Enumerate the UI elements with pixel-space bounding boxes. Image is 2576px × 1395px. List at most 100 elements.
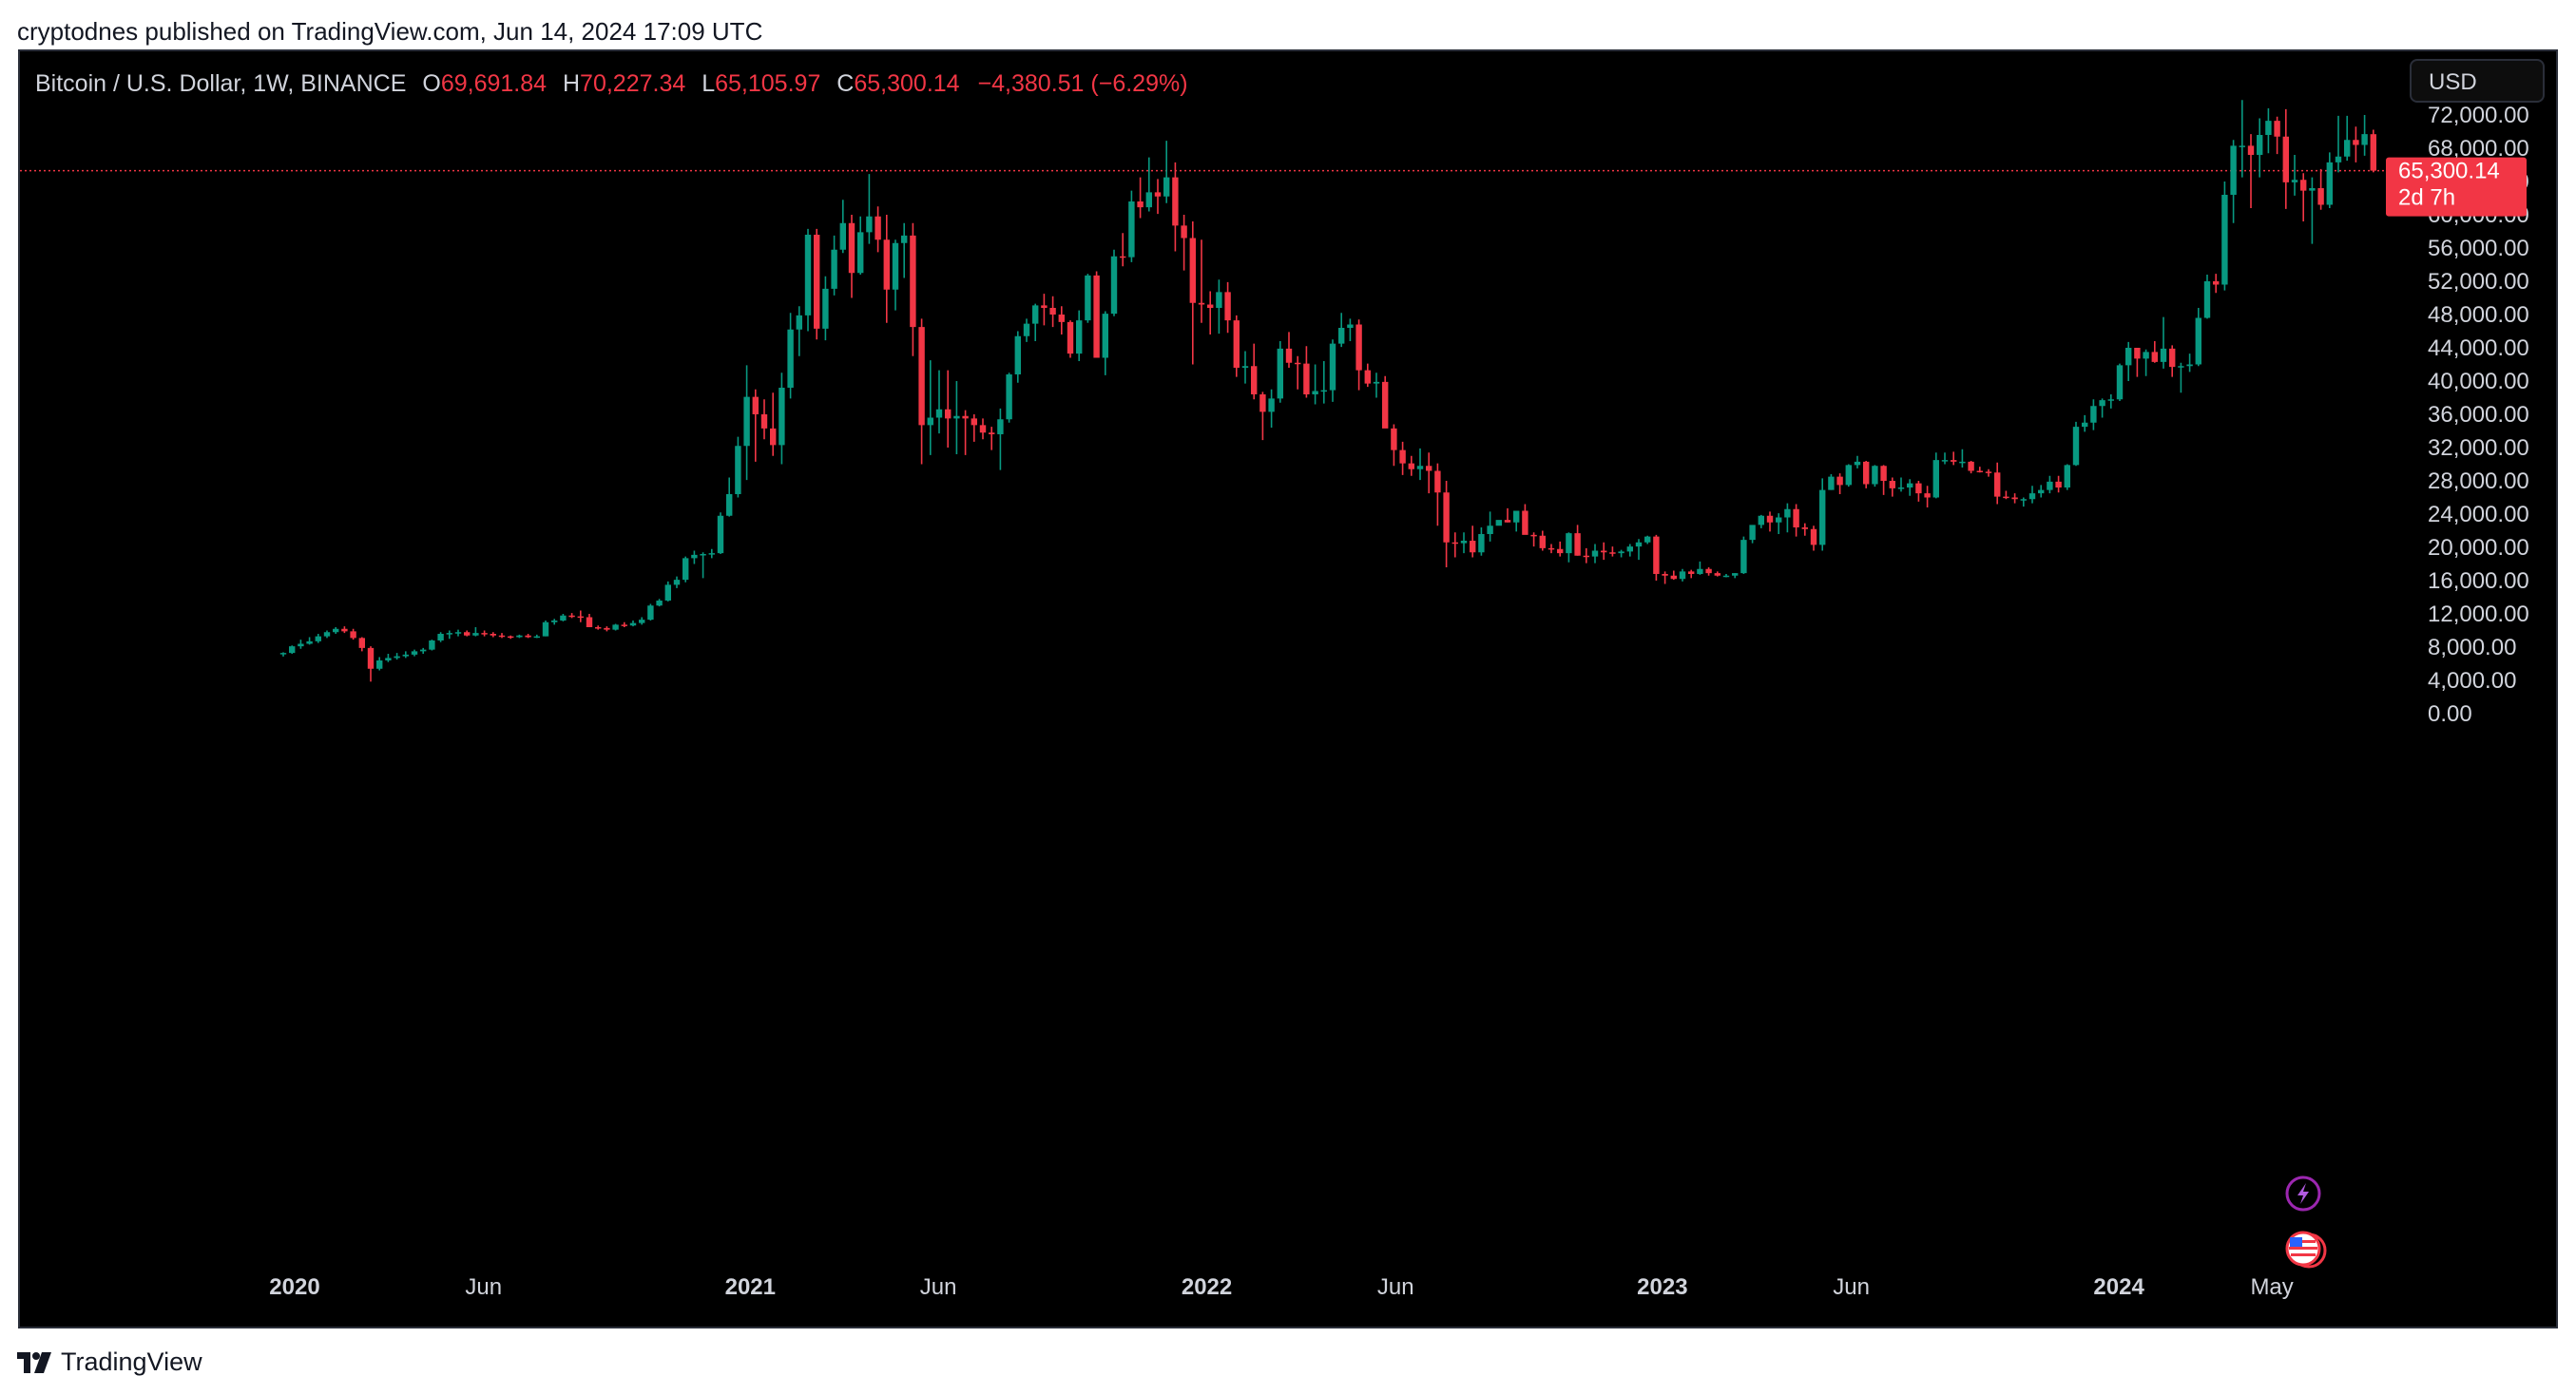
- candle: [814, 228, 820, 340]
- candle-body: [1312, 391, 1318, 394]
- candle-body: [1023, 323, 1030, 336]
- candle: [1766, 511, 1774, 532]
- candle-body: [533, 636, 540, 639]
- candle: [1172, 162, 1179, 252]
- candle-body: [1102, 314, 1108, 358]
- candle: [568, 613, 575, 619]
- candle-body: [560, 615, 567, 621]
- candle-body: [2125, 348, 2132, 366]
- candle: [647, 603, 654, 621]
- us-flag-icon[interactable]: [2285, 1231, 2327, 1269]
- candle: [1268, 389, 1275, 428]
- tradingview-logo[interactable]: TradingView: [17, 1347, 202, 1377]
- currency-button[interactable]: USD: [2410, 59, 2545, 103]
- candle: [2247, 134, 2255, 208]
- candle-body: [289, 646, 296, 654]
- candle: [979, 418, 987, 440]
- candle: [2028, 486, 2036, 504]
- candle: [1382, 375, 1389, 429]
- candle-body: [1810, 528, 1817, 545]
- y-tick-label: 16,000.00: [2428, 568, 2529, 594]
- candle-body: [1801, 527, 1808, 529]
- candle: [323, 630, 331, 639]
- candle: [1329, 339, 1336, 402]
- candle: [770, 392, 777, 456]
- candle: [621, 621, 627, 627]
- candle-body: [997, 419, 1004, 434]
- candle: [1828, 474, 1835, 490]
- candle-body: [1303, 363, 1310, 394]
- candle-body: [1093, 275, 1100, 358]
- lightning-icon[interactable]: [2285, 1175, 2321, 1212]
- candle: [1285, 332, 1293, 368]
- candle: [1679, 568, 1686, 582]
- open-label: O: [422, 70, 441, 97]
- candle: [2309, 177, 2316, 244]
- candle-body: [848, 222, 855, 274]
- candle: [1014, 331, 1021, 383]
- candle-body: [1504, 520, 1511, 523]
- candle-body: [726, 494, 733, 516]
- candle-body: [1626, 546, 1633, 552]
- candle: [2230, 140, 2237, 223]
- candle-body: [2003, 496, 2009, 499]
- candle-body: [935, 409, 943, 418]
- candle: [1251, 343, 1258, 400]
- candle-body: [1172, 177, 1179, 226]
- candle: [1058, 306, 1065, 334]
- candle-body: [2213, 281, 2220, 285]
- candle-body: [1268, 398, 1275, 412]
- candle-body: [577, 616, 584, 619]
- candle: [2178, 362, 2184, 393]
- chart-panel[interactable]: 76,000.0072,000.0068,000.0064,000.0060,0…: [18, 49, 2558, 1328]
- candle: [1085, 274, 1091, 323]
- candle: [1653, 534, 1660, 581]
- candle-body: [1478, 534, 1485, 553]
- candle-body: [2160, 348, 2167, 362]
- candle-body: [1014, 335, 1021, 374]
- high-value: 70,227.34: [580, 70, 686, 97]
- candle: [612, 623, 619, 631]
- candle-body: [1233, 320, 1240, 368]
- candle-body: [1959, 461, 1966, 464]
- candle: [796, 306, 802, 356]
- candle: [1303, 346, 1310, 398]
- candle-body: [1670, 575, 1677, 580]
- candle: [1959, 449, 1966, 468]
- candle: [1784, 503, 1791, 533]
- candle: [1845, 464, 1852, 487]
- candle: [935, 370, 943, 434]
- candle: [1793, 504, 1799, 537]
- candle-body: [2020, 499, 2027, 501]
- candle-body: [1120, 256, 1126, 258]
- candle: [2055, 475, 2062, 493]
- candle-body: [315, 636, 321, 641]
- candle: [1872, 465, 1878, 487]
- candle: [1601, 542, 1607, 561]
- candle-body: [437, 634, 444, 640]
- candle: [1102, 311, 1108, 375]
- candle: [883, 215, 890, 323]
- candlestick-chart[interactable]: 76,000.0072,000.0068,000.0064,000.0060,0…: [20, 51, 2556, 1327]
- candle-body: [875, 216, 881, 240]
- candle-body: [1058, 315, 1065, 322]
- candle-body: [1338, 328, 1345, 344]
- candle-body: [2282, 136, 2289, 182]
- candle: [848, 215, 855, 298]
- candle: [804, 228, 812, 332]
- candle-body: [1976, 470, 1983, 472]
- candle: [664, 581, 671, 602]
- candle-body: [1416, 466, 1424, 469]
- candle: [700, 552, 706, 579]
- candle-body: [1216, 292, 1222, 308]
- x-tick-label: Jun: [1833, 1274, 1870, 1300]
- candle: [1181, 215, 1187, 271]
- candle-body: [1189, 238, 1196, 303]
- candle-body: [1451, 542, 1458, 545]
- candle-body: [2274, 121, 2280, 137]
- candle-body: [1259, 394, 1266, 412]
- candle-body: [1662, 574, 1668, 576]
- candle-body: [279, 653, 287, 655]
- candle-body: [1391, 428, 1397, 450]
- candle-body: [333, 628, 339, 633]
